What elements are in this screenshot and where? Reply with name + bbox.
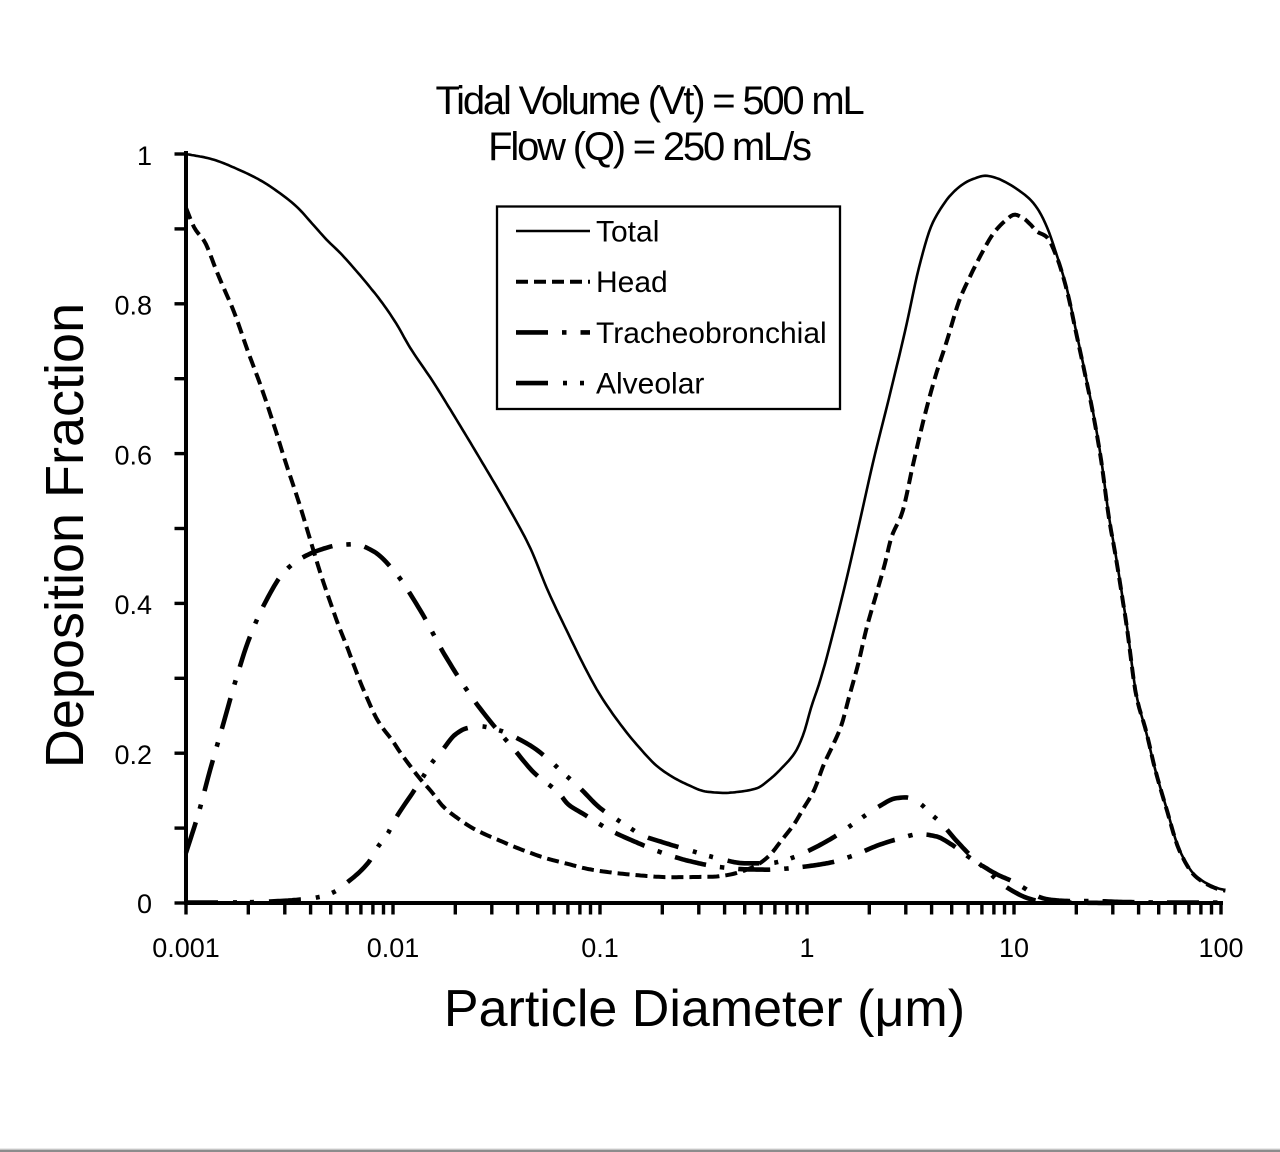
- svg-text:0.8: 0.8: [114, 291, 152, 321]
- svg-text:0.001: 0.001: [152, 933, 220, 963]
- svg-text:Particle Diameter (μm): Particle Diameter (μm): [444, 980, 965, 1038]
- svg-text:10: 10: [999, 933, 1029, 963]
- svg-text:0: 0: [137, 889, 152, 919]
- svg-text:Tidal Volume (Vt) = 500 mL: Tidal Volume (Vt) = 500 mL: [435, 79, 863, 123]
- svg-text:1: 1: [799, 933, 814, 963]
- svg-text:Tracheobronchial: Tracheobronchial: [596, 317, 827, 350]
- svg-text:Alveolar: Alveolar: [596, 368, 704, 401]
- svg-text:100: 100: [1198, 933, 1243, 963]
- svg-text:Total: Total: [596, 216, 659, 249]
- svg-text:Deposition Fraction: Deposition Fraction: [35, 303, 95, 768]
- svg-text:Head: Head: [596, 266, 668, 299]
- svg-text:Flow (Q) = 250 mL/s: Flow (Q) = 250 mL/s: [488, 125, 811, 169]
- svg-text:0.2: 0.2: [114, 740, 152, 770]
- svg-text:0.6: 0.6: [114, 440, 152, 470]
- svg-text:1: 1: [137, 141, 152, 171]
- svg-text:0.4: 0.4: [114, 590, 152, 620]
- svg-text:0.1: 0.1: [581, 933, 619, 963]
- svg-text:0.01: 0.01: [367, 933, 420, 963]
